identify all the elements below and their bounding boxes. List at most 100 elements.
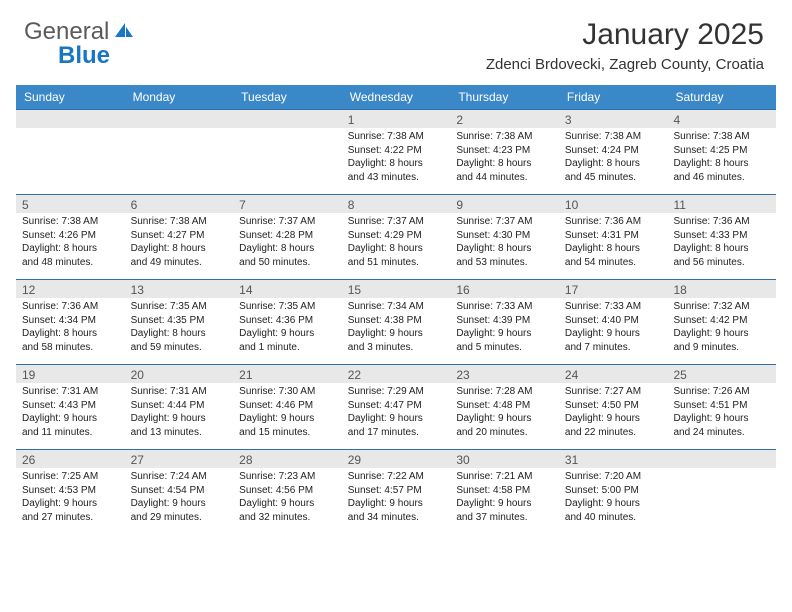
day-number: 11 bbox=[667, 195, 776, 213]
sun-info-line: and 37 minutes. bbox=[456, 511, 553, 525]
sun-info-line: Sunset: 4:34 PM bbox=[22, 314, 119, 328]
sun-info-line: Daylight: 9 hours bbox=[348, 327, 445, 341]
sun-info-line: Sunset: 4:47 PM bbox=[348, 399, 445, 413]
cell-body: Sunrise: 7:36 AMSunset: 4:31 PMDaylight:… bbox=[559, 213, 668, 273]
calendar-cell: 1Sunrise: 7:38 AMSunset: 4:22 PMDaylight… bbox=[342, 110, 451, 194]
day-number: 31 bbox=[559, 450, 668, 468]
sun-info-line: Daylight: 9 hours bbox=[348, 497, 445, 511]
calendar-cell: 6Sunrise: 7:38 AMSunset: 4:27 PMDaylight… bbox=[125, 195, 234, 279]
sun-info-line: Daylight: 9 hours bbox=[456, 412, 553, 426]
calendar-cell: 16Sunrise: 7:33 AMSunset: 4:39 PMDayligh… bbox=[450, 280, 559, 364]
calendar-cell: 14Sunrise: 7:35 AMSunset: 4:36 PMDayligh… bbox=[233, 280, 342, 364]
sun-info-line: and 43 minutes. bbox=[348, 171, 445, 185]
sun-info-line: Sunrise: 7:23 AM bbox=[239, 470, 336, 484]
sun-info-line: Sunset: 4:53 PM bbox=[22, 484, 119, 498]
sun-info-line: Sunset: 4:51 PM bbox=[673, 399, 770, 413]
sun-info-line: Sunrise: 7:36 AM bbox=[565, 215, 662, 229]
cell-body: Sunrise: 7:35 AMSunset: 4:35 PMDaylight:… bbox=[125, 298, 234, 358]
cell-body: Sunrise: 7:38 AMSunset: 4:23 PMDaylight:… bbox=[450, 128, 559, 188]
cell-body: Sunrise: 7:28 AMSunset: 4:48 PMDaylight:… bbox=[450, 383, 559, 443]
sun-info-line: Sunset: 4:23 PM bbox=[456, 144, 553, 158]
sun-info-line: Daylight: 9 hours bbox=[456, 497, 553, 511]
sun-info-line: Sunrise: 7:37 AM bbox=[348, 215, 445, 229]
day-number: 3 bbox=[559, 110, 668, 128]
day-number: 1 bbox=[342, 110, 451, 128]
cell-body bbox=[16, 128, 125, 134]
sun-info-line: Sunrise: 7:33 AM bbox=[456, 300, 553, 314]
sun-info-line: Sunrise: 7:22 AM bbox=[348, 470, 445, 484]
calendar-week: 5Sunrise: 7:38 AMSunset: 4:26 PMDaylight… bbox=[16, 194, 776, 279]
day-number: 21 bbox=[233, 365, 342, 383]
sun-info-line: Daylight: 9 hours bbox=[673, 327, 770, 341]
sun-info-line: Sunset: 4:57 PM bbox=[348, 484, 445, 498]
sun-info-line: Daylight: 9 hours bbox=[131, 412, 228, 426]
sun-info-line: Sunset: 4:31 PM bbox=[565, 229, 662, 243]
calendar-cell bbox=[125, 110, 234, 194]
calendar-cell: 11Sunrise: 7:36 AMSunset: 4:33 PMDayligh… bbox=[667, 195, 776, 279]
sun-info-line: Daylight: 8 hours bbox=[22, 242, 119, 256]
day-number: 13 bbox=[125, 280, 234, 298]
cell-body: Sunrise: 7:32 AMSunset: 4:42 PMDaylight:… bbox=[667, 298, 776, 358]
cell-body: Sunrise: 7:36 AMSunset: 4:33 PMDaylight:… bbox=[667, 213, 776, 273]
day-number: 24 bbox=[559, 365, 668, 383]
calendar-cell: 2Sunrise: 7:38 AMSunset: 4:23 PMDaylight… bbox=[450, 110, 559, 194]
sun-info-line: Sunrise: 7:31 AM bbox=[131, 385, 228, 399]
sun-info-line: Sunset: 4:27 PM bbox=[131, 229, 228, 243]
sun-info-line: Sunrise: 7:38 AM bbox=[456, 130, 553, 144]
sun-info-line: Daylight: 8 hours bbox=[239, 242, 336, 256]
cell-body: Sunrise: 7:22 AMSunset: 4:57 PMDaylight:… bbox=[342, 468, 451, 528]
logo: General Blue bbox=[24, 18, 137, 46]
sun-info-line: Sunrise: 7:38 AM bbox=[673, 130, 770, 144]
sun-info-line: and 54 minutes. bbox=[565, 256, 662, 270]
cell-body: Sunrise: 7:25 AMSunset: 4:53 PMDaylight:… bbox=[16, 468, 125, 528]
day-number bbox=[233, 110, 342, 128]
cell-body: Sunrise: 7:38 AMSunset: 4:27 PMDaylight:… bbox=[125, 213, 234, 273]
sun-info-line: Daylight: 9 hours bbox=[22, 412, 119, 426]
cell-body: Sunrise: 7:26 AMSunset: 4:51 PMDaylight:… bbox=[667, 383, 776, 443]
sun-info-line: Daylight: 8 hours bbox=[348, 242, 445, 256]
sun-info-line: Sunset: 5:00 PM bbox=[565, 484, 662, 498]
cell-body: Sunrise: 7:29 AMSunset: 4:47 PMDaylight:… bbox=[342, 383, 451, 443]
day-number: 16 bbox=[450, 280, 559, 298]
sun-info-line: Sunset: 4:46 PM bbox=[239, 399, 336, 413]
sun-info-line: and 51 minutes. bbox=[348, 256, 445, 270]
day-number: 10 bbox=[559, 195, 668, 213]
sun-info-line: Sunset: 4:42 PM bbox=[673, 314, 770, 328]
sun-info-line: Sunset: 4:44 PM bbox=[131, 399, 228, 413]
calendar-cell: 18Sunrise: 7:32 AMSunset: 4:42 PMDayligh… bbox=[667, 280, 776, 364]
sun-info-line: Daylight: 9 hours bbox=[673, 412, 770, 426]
calendar-cell bbox=[233, 110, 342, 194]
day-number: 25 bbox=[667, 365, 776, 383]
day-names-row: SundayMondayTuesdayWednesdayThursdayFrid… bbox=[16, 85, 776, 109]
location-text: Zdenci Brdovecki, Zagreb County, Croatia bbox=[486, 56, 764, 73]
sun-info-line: and 34 minutes. bbox=[348, 511, 445, 525]
calendar-cell: 15Sunrise: 7:34 AMSunset: 4:38 PMDayligh… bbox=[342, 280, 451, 364]
cell-body: Sunrise: 7:27 AMSunset: 4:50 PMDaylight:… bbox=[559, 383, 668, 443]
cell-body bbox=[233, 128, 342, 134]
cell-body: Sunrise: 7:37 AMSunset: 4:29 PMDaylight:… bbox=[342, 213, 451, 273]
sun-info-line: Daylight: 8 hours bbox=[456, 157, 553, 171]
cell-body: Sunrise: 7:31 AMSunset: 4:43 PMDaylight:… bbox=[16, 383, 125, 443]
day-number: 6 bbox=[125, 195, 234, 213]
cell-body: Sunrise: 7:38 AMSunset: 4:22 PMDaylight:… bbox=[342, 128, 451, 188]
sun-info-line: and 59 minutes. bbox=[131, 341, 228, 355]
cell-body: Sunrise: 7:30 AMSunset: 4:46 PMDaylight:… bbox=[233, 383, 342, 443]
calendar-cell: 23Sunrise: 7:28 AMSunset: 4:48 PMDayligh… bbox=[450, 365, 559, 449]
cell-body: Sunrise: 7:33 AMSunset: 4:39 PMDaylight:… bbox=[450, 298, 559, 358]
sun-info-line: and 58 minutes. bbox=[22, 341, 119, 355]
calendar-cell: 24Sunrise: 7:27 AMSunset: 4:50 PMDayligh… bbox=[559, 365, 668, 449]
cell-body: Sunrise: 7:38 AMSunset: 4:26 PMDaylight:… bbox=[16, 213, 125, 273]
calendar-cell: 8Sunrise: 7:37 AMSunset: 4:29 PMDaylight… bbox=[342, 195, 451, 279]
calendar-cell: 30Sunrise: 7:21 AMSunset: 4:58 PMDayligh… bbox=[450, 450, 559, 534]
sun-info-line: and 53 minutes. bbox=[456, 256, 553, 270]
sun-info-line: and 46 minutes. bbox=[673, 171, 770, 185]
sun-info-line: and 11 minutes. bbox=[22, 426, 119, 440]
sun-info-line: Sunset: 4:36 PM bbox=[239, 314, 336, 328]
sun-info-line: Daylight: 8 hours bbox=[131, 242, 228, 256]
day-name: Thursday bbox=[450, 85, 559, 109]
calendar-cell: 31Sunrise: 7:20 AMSunset: 5:00 PMDayligh… bbox=[559, 450, 668, 534]
sun-info-line: Daylight: 9 hours bbox=[565, 497, 662, 511]
calendar-week: 26Sunrise: 7:25 AMSunset: 4:53 PMDayligh… bbox=[16, 449, 776, 534]
calendar-week: 19Sunrise: 7:31 AMSunset: 4:43 PMDayligh… bbox=[16, 364, 776, 449]
sun-info-line: Daylight: 8 hours bbox=[131, 327, 228, 341]
